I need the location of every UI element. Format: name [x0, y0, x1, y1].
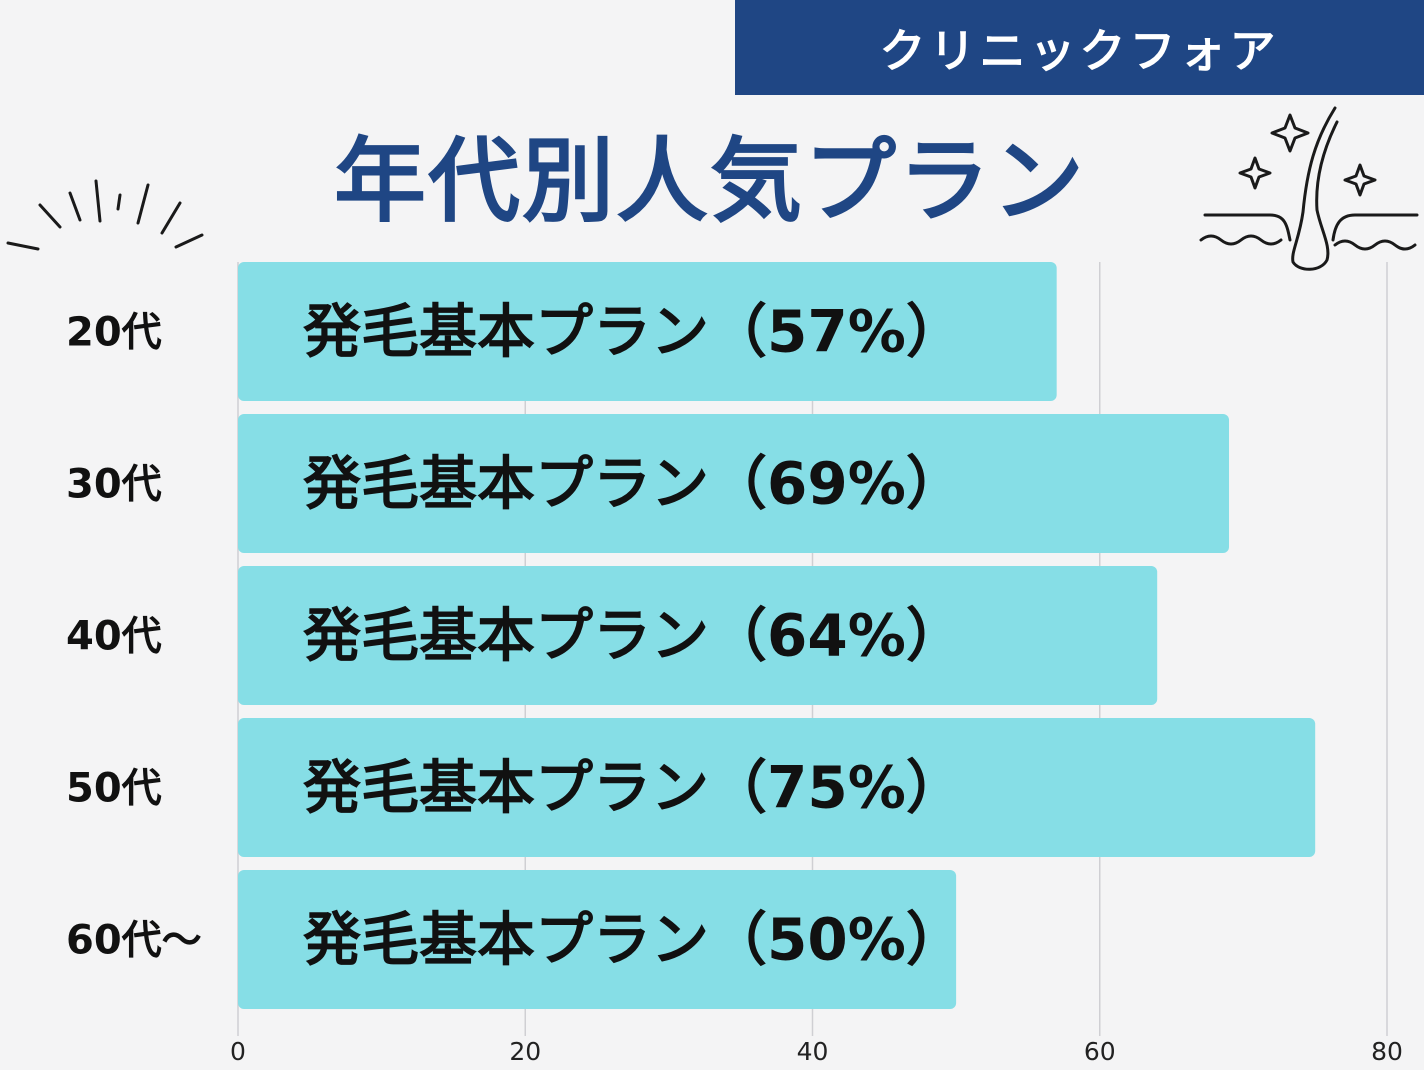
- category-label: 40代: [66, 614, 162, 660]
- chart-title: 年代別人気プラン: [333, 127, 1086, 235]
- bar-5: [238, 870, 957, 1009]
- bar-1: [238, 262, 1057, 401]
- sparkle-burst-icon: [6, 179, 204, 251]
- brand-banner: クリニックフォア: [735, 0, 1424, 95]
- bar-4: [238, 718, 1316, 857]
- x-tick-label: 40: [797, 1037, 829, 1066]
- brand-name: クリニックフォア: [879, 23, 1280, 78]
- bar-data-label: 発毛基本プラン（50%）: [303, 906, 964, 974]
- category-label: 60代〜: [66, 918, 202, 964]
- category-label: 50代: [66, 766, 162, 812]
- x-tick-label: 20: [509, 1037, 541, 1066]
- bar-data-label: 発毛基本プラン（69%）: [303, 450, 964, 518]
- x-tick-label: 0: [230, 1037, 246, 1066]
- bar-3: [238, 566, 1158, 705]
- category-label: 30代: [66, 462, 162, 508]
- bar-data-label: 発毛基本プラン（64%）: [303, 602, 964, 670]
- category-label: 20代: [66, 310, 162, 356]
- bar-data-label: 発毛基本プラン（57%）: [303, 298, 964, 366]
- bar-2: [238, 414, 1230, 553]
- hair-follicle-icon: [1199, 106, 1419, 271]
- bar-data-label: 発毛基本プラン（75%）: [303, 754, 964, 822]
- x-tick-label: 80: [1371, 1037, 1403, 1066]
- x-tick-label: 60: [1084, 1037, 1116, 1066]
